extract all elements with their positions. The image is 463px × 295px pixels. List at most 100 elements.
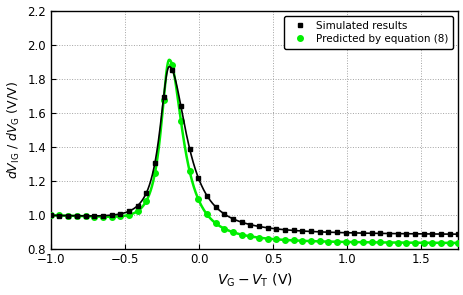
Simulated results — [195, 176, 200, 179]
Simulated results — [351, 231, 357, 235]
Predicted by equation (8) — [187, 169, 192, 173]
Simulated results — [134, 204, 140, 207]
Simulated results — [377, 232, 382, 235]
Simulated results — [342, 231, 348, 235]
Predicted by equation (8) — [247, 235, 252, 238]
Predicted by equation (8) — [91, 215, 97, 218]
Simulated results — [161, 96, 166, 99]
Predicted by equation (8) — [117, 214, 123, 218]
Predicted by equation (8) — [108, 215, 114, 219]
Predicted by equation (8) — [299, 239, 305, 242]
Predicted by equation (8) — [48, 214, 54, 217]
Simulated results — [117, 212, 123, 216]
Predicted by equation (8) — [290, 239, 296, 242]
Simulated results — [247, 223, 252, 226]
Predicted by equation (8) — [403, 241, 408, 245]
Predicted by equation (8) — [420, 241, 425, 245]
Predicted by equation (8) — [74, 214, 80, 218]
Predicted by equation (8) — [394, 241, 400, 244]
X-axis label: $V_{\rm G}-V_{\rm T}$ (V): $V_{\rm G}-V_{\rm T}$ (V) — [216, 272, 292, 289]
Predicted by equation (8) — [134, 209, 140, 213]
Simulated results — [446, 232, 451, 236]
Simulated results — [178, 104, 183, 108]
Predicted by equation (8) — [412, 241, 417, 245]
Line: Predicted by equation (8): Predicted by equation (8) — [48, 63, 460, 246]
Simulated results — [230, 217, 235, 221]
Predicted by equation (8) — [325, 240, 331, 243]
Predicted by equation (8) — [333, 240, 339, 244]
Simulated results — [316, 230, 322, 234]
Predicted by equation (8) — [204, 213, 209, 216]
Predicted by equation (8) — [230, 230, 235, 234]
Predicted by equation (8) — [161, 99, 166, 102]
Simulated results — [273, 227, 279, 231]
Predicted by equation (8) — [221, 227, 226, 230]
Simulated results — [169, 68, 175, 71]
Simulated results — [359, 231, 365, 235]
Simulated results — [213, 205, 218, 209]
Predicted by equation (8) — [446, 241, 451, 245]
Simulated results — [403, 232, 408, 235]
Predicted by equation (8) — [368, 240, 374, 244]
Simulated results — [48, 214, 54, 217]
Predicted by equation (8) — [143, 199, 149, 203]
Predicted by equation (8) — [351, 240, 357, 244]
Simulated results — [385, 232, 391, 235]
Line: Simulated results: Simulated results — [48, 67, 460, 237]
Simulated results — [152, 161, 157, 165]
Predicted by equation (8) — [359, 240, 365, 244]
Simulated results — [108, 213, 114, 217]
Predicted by equation (8) — [342, 240, 348, 244]
Simulated results — [256, 225, 261, 228]
Y-axis label: $dV_{\rm IG}$ / $dV_{\rm G}$ (V/V): $dV_{\rm IG}$ / $dV_{\rm G}$ (V/V) — [6, 81, 22, 178]
Predicted by equation (8) — [100, 215, 106, 219]
Predicted by equation (8) — [256, 236, 261, 240]
Simulated results — [307, 230, 313, 233]
Predicted by equation (8) — [282, 238, 287, 242]
Predicted by equation (8) — [385, 241, 391, 244]
Predicted by equation (8) — [264, 237, 270, 240]
Legend: Simulated results, Predicted by equation (8): Simulated results, Predicted by equation… — [284, 16, 452, 49]
Simulated results — [412, 232, 417, 236]
Predicted by equation (8) — [377, 241, 382, 244]
Simulated results — [394, 232, 400, 235]
Simulated results — [56, 214, 62, 217]
Simulated results — [238, 220, 244, 224]
Predicted by equation (8) — [316, 240, 322, 243]
Predicted by equation (8) — [438, 241, 443, 245]
Simulated results — [429, 232, 434, 236]
Predicted by equation (8) — [169, 63, 175, 67]
Simulated results — [100, 214, 106, 217]
Simulated results — [290, 229, 296, 232]
Simulated results — [455, 232, 460, 236]
Predicted by equation (8) — [307, 239, 313, 243]
Simulated results — [126, 209, 131, 213]
Simulated results — [299, 229, 305, 233]
Predicted by equation (8) — [178, 119, 183, 123]
Predicted by equation (8) — [195, 197, 200, 201]
Predicted by equation (8) — [238, 233, 244, 236]
Simulated results — [221, 212, 226, 216]
Simulated results — [438, 232, 443, 236]
Simulated results — [65, 214, 71, 217]
Predicted by equation (8) — [82, 214, 88, 218]
Predicted by equation (8) — [429, 241, 434, 245]
Simulated results — [143, 191, 149, 195]
Predicted by equation (8) — [65, 214, 71, 217]
Simulated results — [368, 232, 374, 235]
Simulated results — [187, 147, 192, 150]
Simulated results — [91, 214, 97, 218]
Simulated results — [204, 194, 209, 197]
Predicted by equation (8) — [213, 222, 218, 225]
Simulated results — [282, 228, 287, 232]
Simulated results — [420, 232, 425, 236]
Simulated results — [333, 231, 339, 234]
Predicted by equation (8) — [455, 241, 460, 245]
Predicted by equation (8) — [56, 214, 62, 217]
Simulated results — [82, 214, 88, 218]
Predicted by equation (8) — [273, 237, 279, 241]
Simulated results — [74, 214, 80, 218]
Simulated results — [325, 230, 331, 234]
Predicted by equation (8) — [126, 213, 131, 217]
Simulated results — [264, 226, 270, 230]
